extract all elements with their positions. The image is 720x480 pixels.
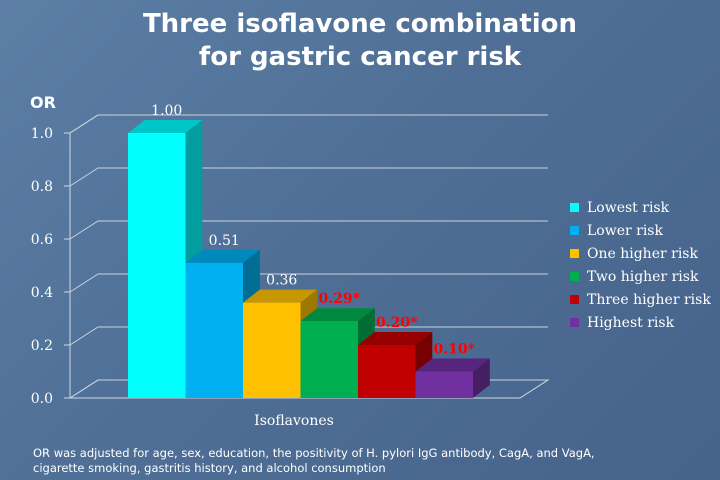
bar-top-face xyxy=(128,120,203,133)
bar-front-face xyxy=(243,302,301,398)
gridline xyxy=(69,273,548,293)
y-tick-label: 0.0 xyxy=(31,391,53,407)
bar-top-face xyxy=(243,289,318,303)
y-axis-ticks: 0.0 0.2 0.4 0.6 0.8 1.0 xyxy=(31,126,70,407)
bar-top-face xyxy=(415,358,490,372)
bar-top-face xyxy=(185,249,260,263)
legend-swatch xyxy=(570,249,579,258)
gridline xyxy=(69,167,548,187)
legend-label: Two higher risk xyxy=(587,268,699,285)
bar-front-face xyxy=(185,262,243,398)
footnote-line-1: OR was adjusted for age, sex, education,… xyxy=(33,446,595,460)
gridline xyxy=(69,326,548,346)
legend-swatch xyxy=(570,203,579,212)
x-axis-label: Isoflavones xyxy=(254,413,334,429)
chart-legend: Lowest risk Lower risk One higher risk Two … xyxy=(570,198,711,336)
y-tick-label: 1.0 xyxy=(31,126,53,142)
legend-item: Lowest risk xyxy=(570,198,710,217)
legend-label: Highest risk xyxy=(587,314,675,331)
gridline xyxy=(69,220,548,240)
value-labels: 1.00 0.51 0.36 0.29* 0.20* 0.10* xyxy=(151,103,475,358)
legend-label: One higher risk xyxy=(587,245,698,262)
slide-title-line-2: for gastric cancer risk xyxy=(198,42,522,72)
value-label: 0.10* xyxy=(434,342,476,358)
y-tick-label: 0.2 xyxy=(31,338,53,354)
legend-label: Lower risk xyxy=(587,222,663,239)
value-label: 0.51 xyxy=(209,233,240,249)
y-tick-label: 0.4 xyxy=(31,285,53,301)
legend-item: Two higher risk xyxy=(570,267,710,286)
legend-swatch xyxy=(570,272,579,281)
value-label: 0.20* xyxy=(376,315,418,331)
legend-item: Three higher risk xyxy=(570,290,711,309)
bar-front-face xyxy=(128,133,186,398)
legend-swatch xyxy=(570,295,579,304)
slide-title-line-1: Three isoflavone combination xyxy=(142,9,578,39)
legend-item: Highest risk xyxy=(570,313,710,332)
bar-three-higher-risk xyxy=(358,332,433,398)
bar-front-face xyxy=(300,321,358,398)
legend-label: Lowest risk xyxy=(587,199,670,216)
value-label: 0.36 xyxy=(266,273,297,289)
bar-top-face xyxy=(358,332,433,345)
legend-item: Lower risk xyxy=(570,221,710,240)
footnote: OR was adjusted for age, sex, education,… xyxy=(33,446,713,476)
bars xyxy=(128,120,490,398)
legend-swatch xyxy=(570,318,579,327)
bar-front-face xyxy=(358,345,416,398)
bar-top-face xyxy=(300,308,375,322)
value-label: 0.29* xyxy=(319,291,361,307)
legend-label: Three higher risk xyxy=(587,291,711,308)
y-tick-label: 0.8 xyxy=(31,179,53,195)
legend-swatch xyxy=(570,226,579,235)
footnote-line-2: cigarette smoking, gastritis history, an… xyxy=(33,461,386,475)
gridline xyxy=(69,114,548,134)
bar-front-face xyxy=(415,371,473,398)
bar-highest-risk xyxy=(415,358,490,398)
y-axis-label: OR xyxy=(30,93,56,112)
legend-item: One higher risk xyxy=(570,244,710,263)
value-label: 1.00 xyxy=(151,103,182,119)
bar-side-face xyxy=(473,358,490,398)
y-tick-label: 0.6 xyxy=(31,232,53,248)
